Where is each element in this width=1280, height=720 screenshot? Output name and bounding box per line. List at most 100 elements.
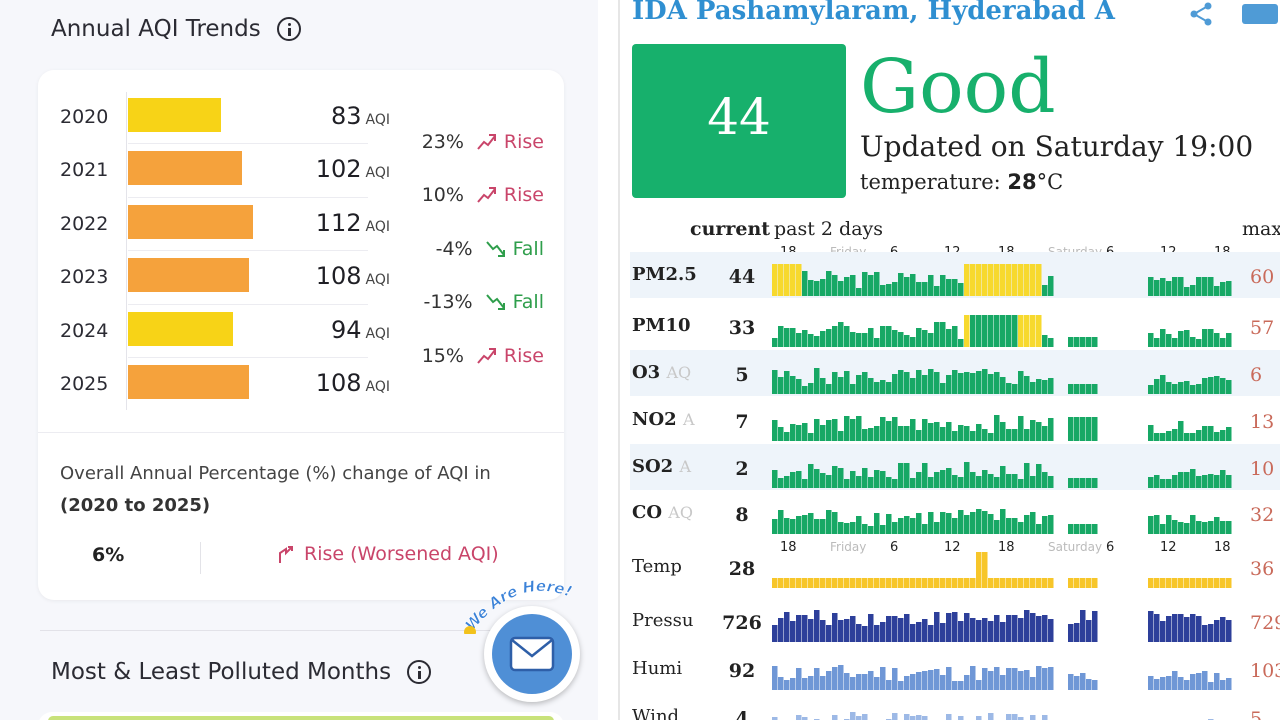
sparkbar-mark [910, 478, 916, 488]
sparkbar-mark [922, 330, 928, 347]
sparkbar-mark [994, 615, 1000, 642]
sparkbar-mark [862, 714, 868, 720]
station-name[interactable]: IDA Pashamylaram, Hyderabad A [632, 0, 1115, 26]
sparkbar-mark [904, 714, 910, 720]
yoy-change: -13% Fall [394, 287, 544, 317]
sparkbar-mark [1086, 578, 1092, 588]
pollutant-row[interactable]: NO2 A 7 13 [630, 397, 1280, 443]
sparkbar-mark [874, 382, 880, 394]
sparkbar-mark [862, 372, 868, 394]
sparkbar-mark [820, 331, 826, 347]
sparkbar-mark [1196, 521, 1202, 534]
sparkbar-mark [820, 620, 826, 642]
sparkbar-mark [796, 471, 802, 488]
sparkbar-mark [934, 286, 940, 296]
sparkbar-mark [850, 332, 856, 347]
sparkbar-mark [814, 469, 820, 488]
sparkbar-mark [1172, 520, 1178, 534]
sparkbar-mark [1184, 680, 1190, 690]
sparkbar-mark [1214, 333, 1220, 347]
sparkbar-mark [802, 386, 808, 394]
sparkbar-mark [1226, 333, 1232, 347]
sparkbar-mark [892, 713, 898, 720]
sparkbar-mark [1178, 522, 1184, 534]
sparkbar-mark [892, 479, 898, 488]
sparkbar-mark [892, 668, 898, 690]
sparkbar-mark [898, 681, 904, 690]
sparkbar-mark [982, 369, 988, 394]
max-value: 103 [1250, 660, 1280, 682]
sparkbar-mark [1208, 277, 1214, 296]
sparkbar-mark [892, 374, 898, 394]
sparkbar-mark [970, 315, 976, 347]
sparkbar-mark [910, 716, 916, 720]
trend-up-icon [477, 347, 496, 364]
row-name-text: NO2 [632, 409, 677, 430]
sparkbar-mark [868, 526, 874, 534]
pollutant-row[interactable]: SO2 A 2 10 [630, 444, 1280, 490]
sparkbar-mark [982, 668, 988, 690]
sparkbar-mark [808, 433, 814, 441]
sparkbar-mark [964, 315, 970, 347]
sparkbar-mark [952, 326, 958, 347]
sparkbar-mark [946, 468, 952, 488]
sparkbar-mark [1024, 610, 1030, 642]
updated-time: Updated on Saturday 19:00 [860, 130, 1254, 163]
aqi-value-box: 44 [632, 44, 846, 198]
sparkbar-mark [1074, 478, 1080, 488]
sparkbar-mark [778, 578, 784, 588]
sparkbar-mark [1036, 379, 1042, 394]
sparkbar-mark [970, 512, 976, 534]
sparkbar-mark [1024, 315, 1030, 347]
sparkbar-mark [916, 282, 922, 296]
sparkbar-mark [988, 433, 994, 441]
pollutant-row[interactable]: PM10 33 57 [630, 303, 1280, 349]
sparkbar-mark [856, 578, 862, 588]
chat-button[interactable] [484, 606, 580, 702]
sparkbar-mark [772, 470, 778, 488]
months-header: Most & Least Polluted Months [51, 659, 432, 685]
sparkbar-mark [1184, 287, 1190, 296]
aqi-bar [128, 365, 249, 399]
sparkbar-mark [934, 522, 940, 534]
sparkbar-mark [778, 264, 784, 296]
sparkbar-mark [892, 417, 898, 441]
sparkbar-mark [1030, 420, 1036, 441]
weather-row[interactable]: Pressu 726 729 [630, 598, 1280, 644]
sparkbar-mark [1018, 315, 1024, 347]
current-value: 4 [735, 708, 749, 720]
pollutant-row[interactable]: O3 AQ 5 6 [630, 350, 1280, 396]
sparkbar-mark [856, 516, 862, 534]
sparkbar-mark [1092, 337, 1098, 347]
current-value: 726 [722, 612, 762, 634]
weather-row[interactable]: Humi 92 103 [630, 646, 1280, 692]
sparkbar-mark [1184, 617, 1190, 642]
sparkbar-mark [922, 282, 928, 296]
aqi-unit: AQI [365, 165, 390, 182]
sparkbar-mark [1190, 674, 1196, 690]
pollutant-row[interactable]: PM2.5 44 60 [630, 252, 1280, 298]
sparkbar-mark [934, 372, 940, 394]
aqi-number: 102 [315, 155, 362, 184]
sparkbar-mark [1166, 676, 1172, 690]
share-icon[interactable] [1186, 2, 1216, 26]
sparkbar-mark [1154, 379, 1160, 394]
info-icon[interactable] [276, 17, 301, 41]
display-icon[interactable] [1240, 2, 1280, 26]
pollutant-row[interactable]: CO AQ 8 32 [630, 490, 1280, 536]
sparkbar-mark [982, 618, 988, 642]
sparkbar-mark [880, 417, 886, 441]
weather-row[interactable]: Wind 4 5 [630, 694, 1280, 720]
sparkbar-mark [1068, 478, 1074, 488]
time-tick: 18 [780, 540, 797, 555]
sparkbar-mark [892, 578, 898, 588]
temperature-info: temperature: 28°C [860, 170, 1063, 194]
temperature-label: temperature: [860, 170, 1001, 194]
sparkbar-mark [904, 614, 910, 642]
weather-row[interactable]: Temp 28 36 [630, 544, 1280, 590]
sparkbar-mark [958, 681, 964, 690]
sparkbar-mark [1006, 315, 1012, 347]
sparkbar-mark [874, 677, 880, 690]
info-icon[interactable] [407, 660, 432, 684]
sparkbar-mark [1208, 624, 1214, 642]
